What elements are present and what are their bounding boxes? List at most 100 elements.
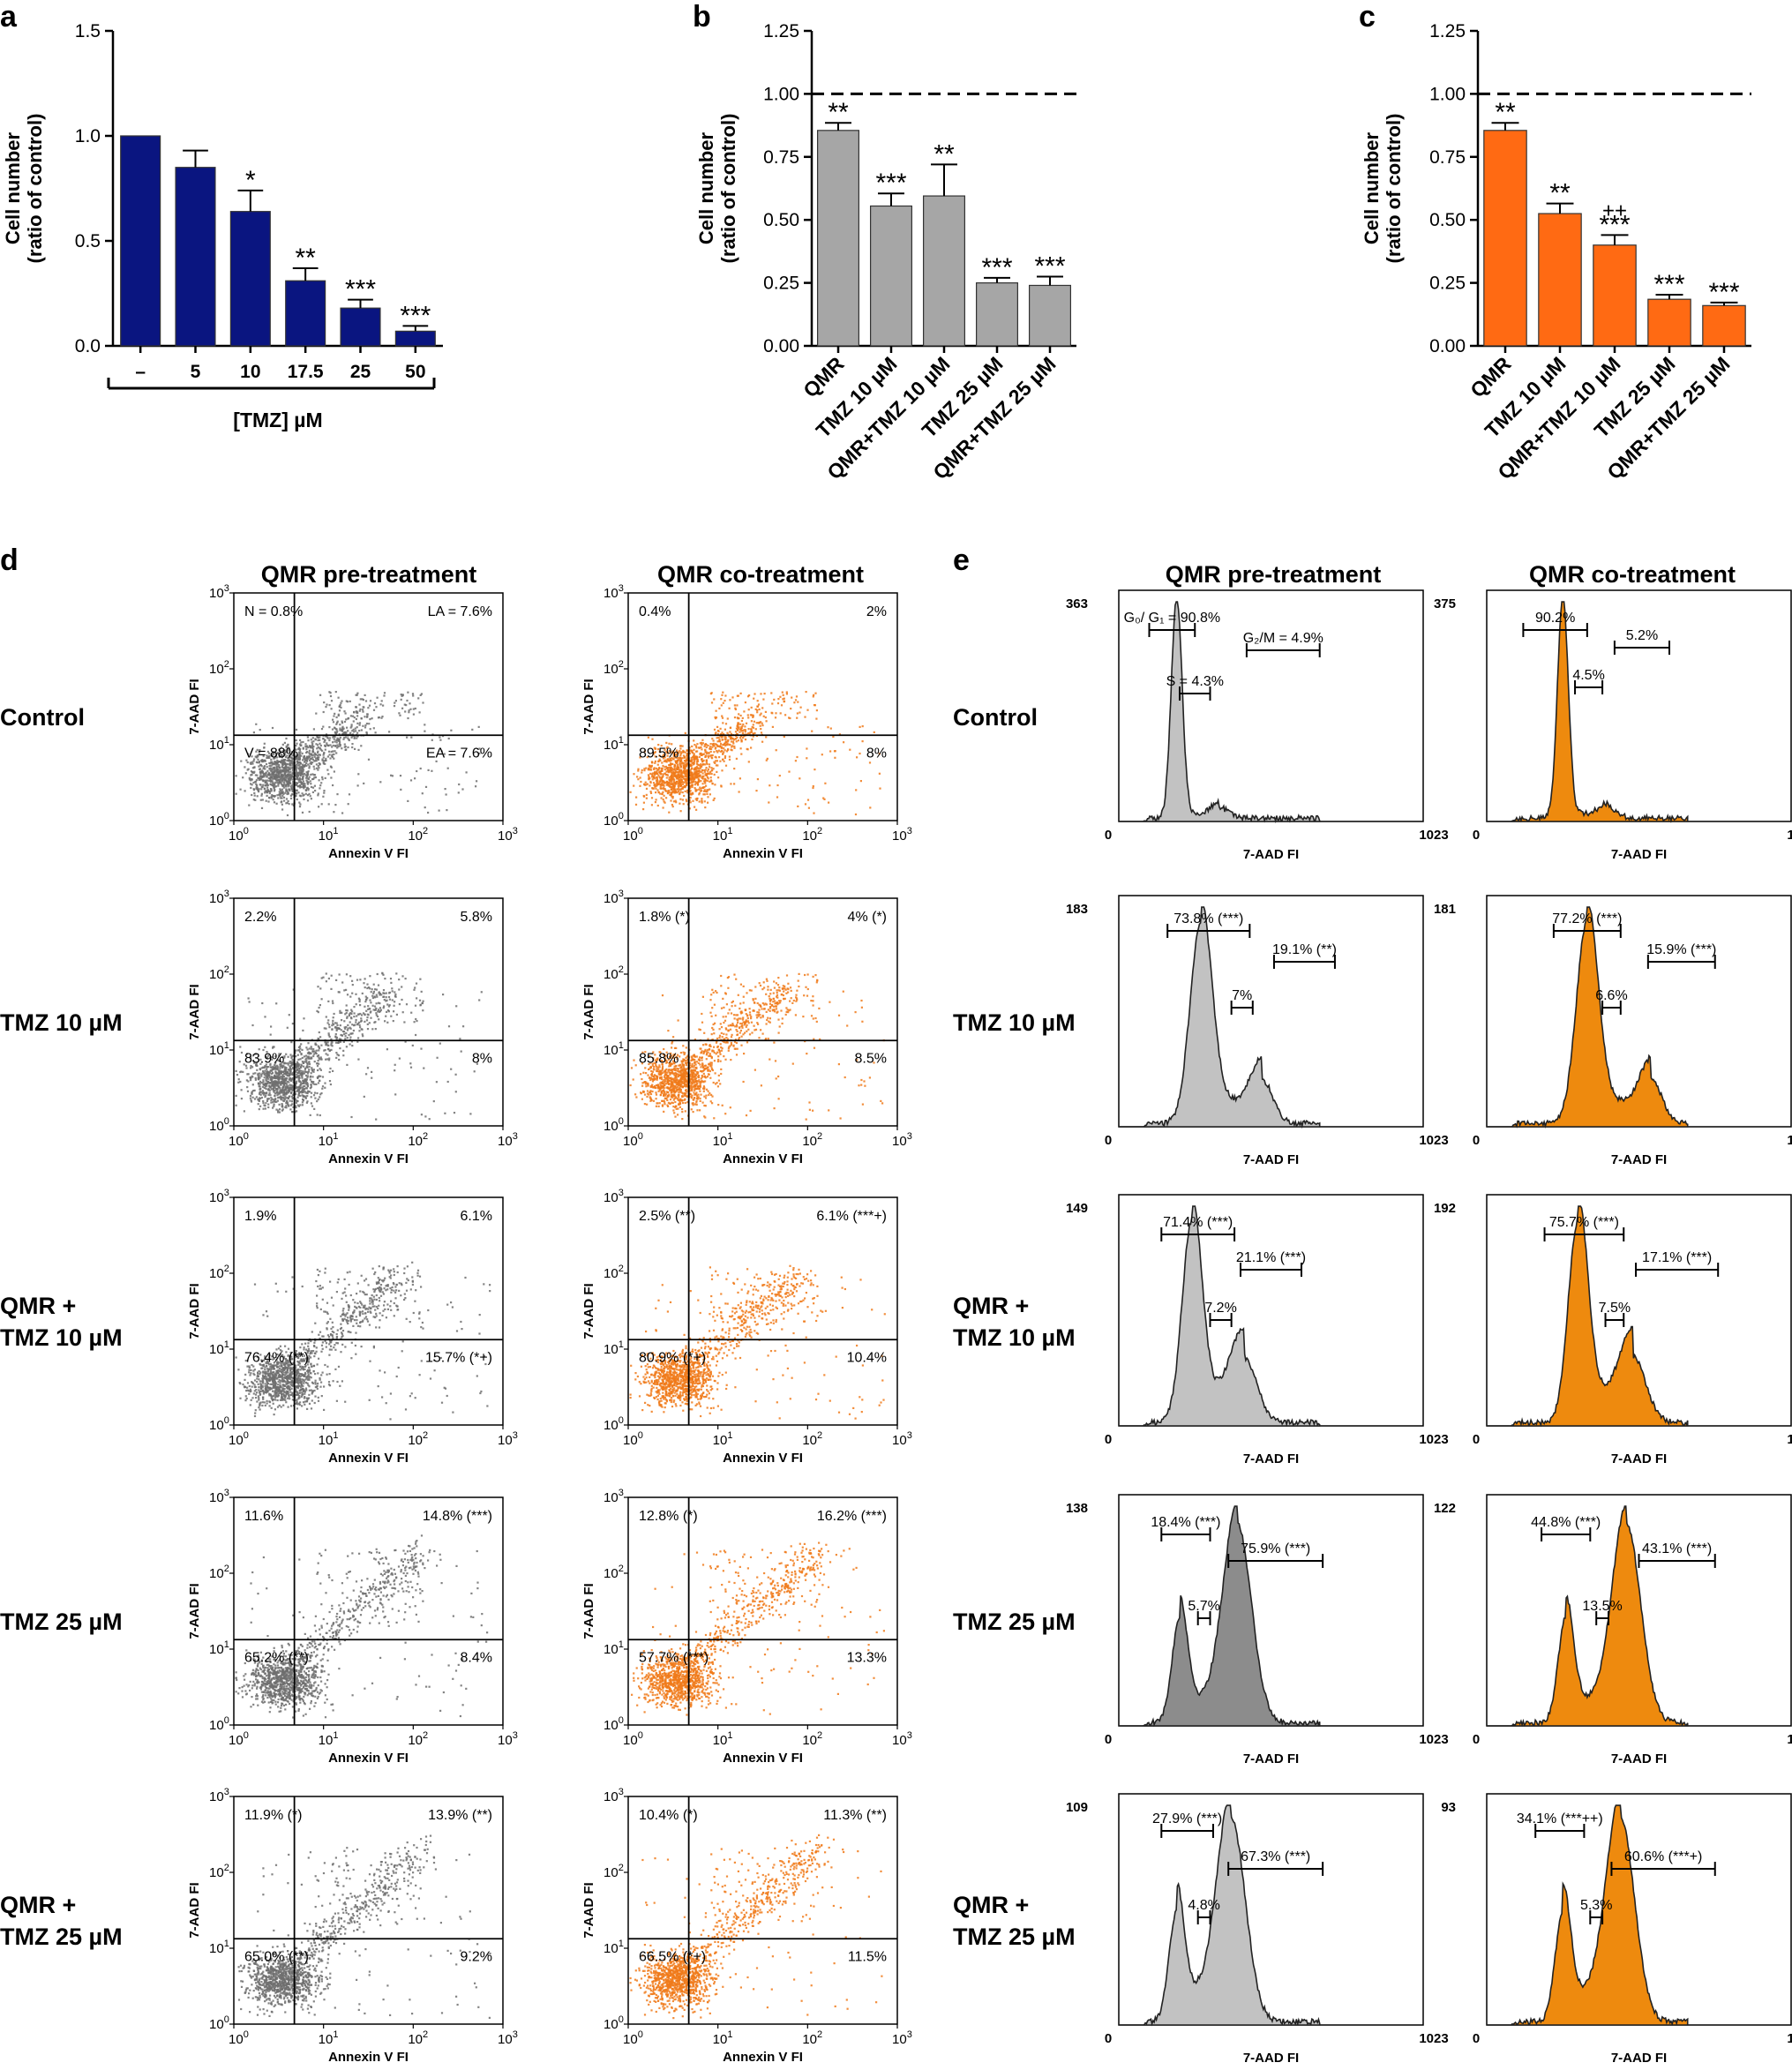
data-point — [256, 795, 259, 798]
data-point — [325, 1027, 327, 1030]
data-point — [873, 731, 875, 733]
data-point — [696, 759, 699, 761]
tick-exponent: 0 — [244, 826, 249, 836]
data-point — [271, 772, 274, 776]
data-point — [694, 790, 697, 792]
data-point — [270, 764, 273, 767]
data-point — [778, 775, 781, 777]
data-point — [287, 1091, 289, 1094]
data-point — [647, 769, 649, 771]
data-point — [298, 1068, 301, 1070]
data-point — [306, 1055, 309, 1058]
data-point — [269, 1078, 272, 1081]
data-point — [265, 799, 267, 802]
data-point — [286, 759, 289, 762]
data-point — [312, 777, 315, 780]
data-point — [267, 776, 270, 780]
data-point — [343, 989, 346, 992]
data-point — [291, 789, 294, 791]
data-point — [691, 784, 694, 786]
data-point — [730, 783, 732, 785]
tick-exponent: 1 — [619, 735, 624, 746]
data-point — [271, 1069, 274, 1072]
data-point — [311, 1105, 314, 1107]
data-point — [315, 763, 318, 766]
data-point — [351, 1032, 354, 1035]
data-point — [694, 784, 696, 786]
data-point — [327, 745, 330, 747]
tick-exponent: 2 — [817, 826, 822, 836]
data-point — [356, 784, 359, 787]
data-point — [339, 1011, 341, 1014]
data-point — [280, 770, 282, 773]
data-point — [716, 770, 718, 773]
data-point — [281, 780, 283, 783]
data-point — [285, 1066, 288, 1069]
data-point — [671, 762, 674, 765]
data-point — [274, 1075, 276, 1078]
data-point — [789, 1009, 791, 1011]
data-point — [286, 1083, 289, 1085]
data-point — [715, 764, 717, 767]
data-point — [704, 769, 707, 771]
data-point — [310, 1072, 312, 1075]
data-points — [235, 971, 483, 1121]
data-point — [262, 1107, 265, 1110]
data-point — [310, 1052, 312, 1055]
data-point — [342, 738, 345, 740]
data-point — [394, 995, 397, 998]
data-point — [668, 742, 671, 745]
data-point — [409, 1062, 412, 1065]
data-point — [332, 1001, 334, 1005]
data-point — [306, 1090, 310, 1092]
data-point — [680, 772, 684, 775]
data-point — [308, 1053, 311, 1055]
data-point — [393, 1010, 395, 1013]
data-point — [374, 988, 377, 991]
data-point — [296, 784, 299, 788]
data-point — [359, 708, 362, 710]
data-point — [280, 1084, 282, 1086]
data-point — [287, 777, 289, 780]
data-point — [694, 744, 696, 746]
data-point — [697, 777, 700, 780]
data-point — [266, 1076, 269, 1078]
bar — [1593, 244, 1637, 347]
data-point — [811, 730, 814, 732]
data-point — [701, 769, 703, 772]
data-point — [266, 776, 268, 778]
data-point — [692, 1104, 694, 1106]
data-point — [312, 774, 316, 776]
data-point — [690, 776, 693, 779]
y-tick-label: 102 — [209, 659, 229, 677]
data-point — [285, 780, 288, 783]
data-point — [285, 1089, 288, 1091]
data-point — [655, 1098, 657, 1100]
data-point — [361, 992, 364, 994]
data-point — [790, 708, 792, 710]
data-point — [270, 1025, 273, 1028]
data-point — [289, 1077, 292, 1081]
data-point — [334, 745, 337, 747]
x-axis-label: Annexin V FI — [723, 846, 803, 861]
data-point — [720, 1072, 723, 1076]
data-point — [259, 1076, 261, 1079]
data-point — [311, 743, 314, 746]
data-point — [657, 791, 660, 794]
data-point — [681, 1118, 684, 1121]
data-point — [698, 769, 701, 772]
data-point — [305, 1060, 308, 1062]
data-point — [316, 767, 319, 769]
data-point — [702, 790, 706, 792]
data-point — [686, 800, 688, 803]
data-point — [296, 1104, 299, 1106]
data-point — [289, 1072, 291, 1076]
data-point — [722, 744, 724, 746]
data-point — [286, 754, 289, 757]
tick-exponent: 2 — [817, 1131, 822, 1142]
data-point — [746, 1030, 748, 1032]
y-axis-label: Cell number — [2, 131, 24, 244]
data-point — [345, 1032, 348, 1035]
data-point — [327, 773, 330, 776]
